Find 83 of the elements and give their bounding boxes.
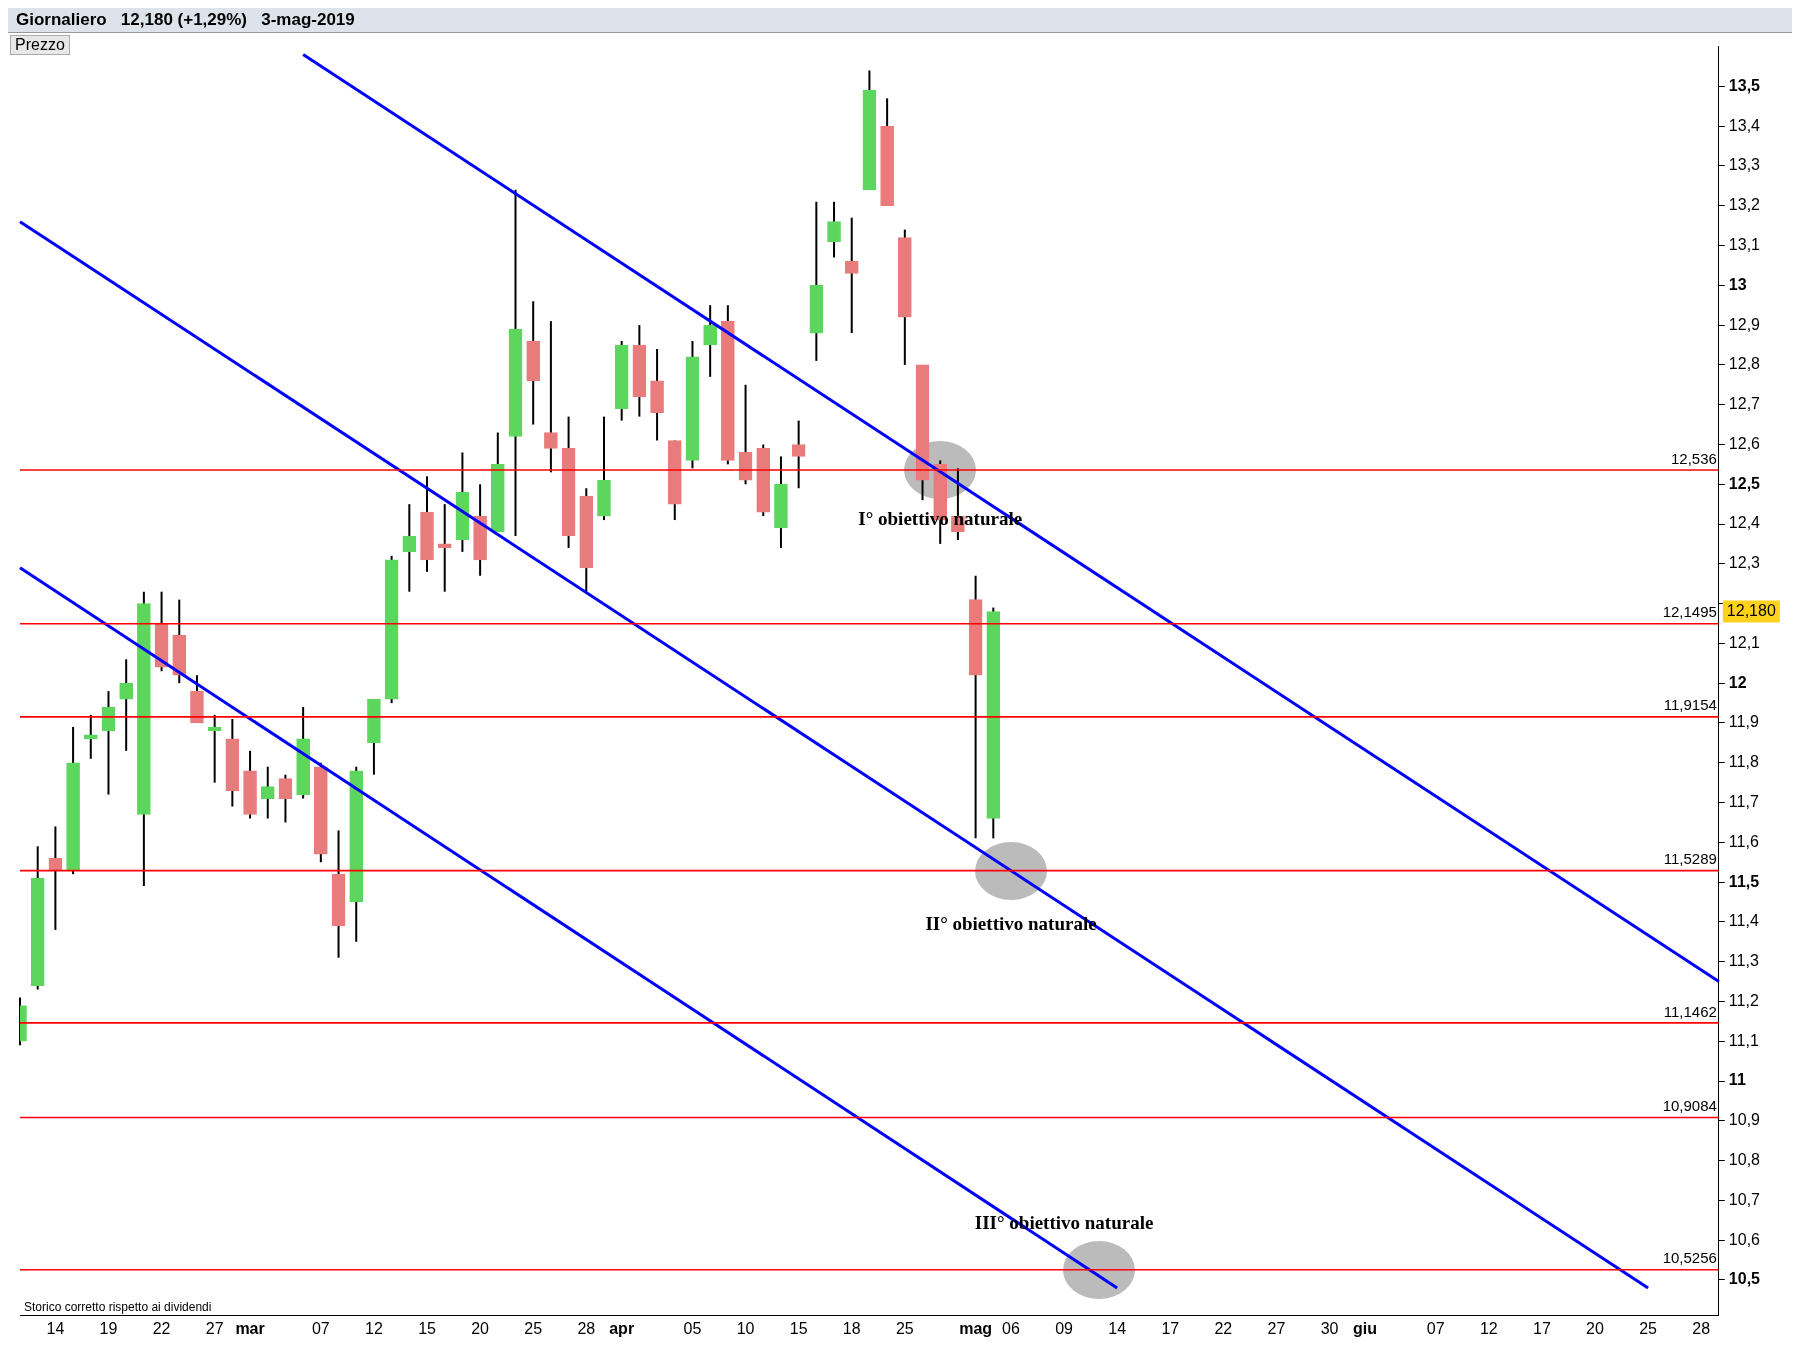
y-tick-label: 11,8 (1728, 753, 1759, 771)
x-tick-label: 27 (1267, 1319, 1286, 1337)
y-tick-label: 13 (1728, 275, 1747, 293)
y-tick-label: 13,3 (1728, 156, 1761, 174)
x-tick-label: 09 (1055, 1319, 1074, 1337)
x-tick-label: 15 (789, 1319, 808, 1337)
y-tick-label: 11,6 (1728, 832, 1759, 850)
ref-line-label: 10,9084 (1662, 1097, 1717, 1115)
x-tick-label: 14 (1108, 1319, 1127, 1337)
x-tick-label: 17 (1533, 1319, 1551, 1337)
x-tick-label: 30 (1320, 1319, 1339, 1337)
x-tick-label: 07 (311, 1319, 330, 1337)
candlestick (703, 304, 717, 378)
y-tick-label: 10,8 (1728, 1151, 1761, 1169)
y-tick-label: 12,3 (1728, 554, 1761, 572)
y-tick-label: 10,7 (1728, 1190, 1761, 1208)
x-tick-label: 20 (471, 1319, 490, 1337)
y-tick-label: 13,1 (1728, 235, 1761, 253)
y-tick-label: 11,5 (1728, 872, 1760, 890)
candlestick (791, 419, 806, 490)
y-tick-label: 11,7 (1728, 792, 1759, 810)
y-tick-label: 13,5 (1728, 76, 1761, 94)
candlestick (278, 773, 293, 824)
ref-line-label: 11,9154 (1663, 696, 1717, 714)
ref-line-label: 12,1495 (1662, 603, 1717, 621)
y-tick-label: 11,9 (1728, 713, 1759, 731)
y-tick-label: 10,5 (1728, 1270, 1761, 1288)
y-tick-label: 12,5 (1728, 474, 1761, 492)
x-tick-label: mar (235, 1319, 265, 1337)
text: 12,180 (1726, 601, 1776, 619)
candlestick (544, 320, 558, 474)
x-tick-label: 17 (1161, 1319, 1180, 1337)
x-tick-label: 15 (418, 1319, 437, 1337)
x-tick-label: 18 (842, 1319, 861, 1337)
y-tick-label: 12,4 (1728, 514, 1761, 532)
x-tick-label: 28 (1692, 1319, 1711, 1337)
x-tick-label: 22 (152, 1319, 171, 1337)
x-tick-label: 05 (683, 1319, 702, 1337)
chart-title: Giornaliero 12,180 (+1,29%) 3-mag-2019 (8, 8, 1792, 33)
x-tick-label: 25 (1639, 1319, 1658, 1337)
y-tick-label: 12,7 (1728, 395, 1761, 413)
y-tick-label: 11,2 (1728, 991, 1759, 1009)
ref-line-label: 12,536 (1670, 449, 1717, 467)
x-tick-label: mag (959, 1319, 993, 1337)
ref-line-label: 11,5289 (1663, 850, 1717, 868)
candlestick (844, 216, 859, 335)
y-tick-label: 12,1 (1728, 633, 1761, 651)
x-tick-label: 22 (1214, 1319, 1233, 1337)
x-tick-label: 20 (1586, 1319, 1604, 1337)
x-tick-label: 25 (524, 1319, 543, 1337)
chart-subtitle: Prezzo (10, 35, 70, 55)
annotation: Storico corretto rispetto ai dividendi (24, 1300, 212, 1315)
x-tick-label: 12 (365, 1319, 383, 1337)
x-tick-label: 07 (1426, 1319, 1445, 1337)
x-tick-label: 28 (577, 1319, 596, 1337)
y-tick-label: 12,6 (1728, 434, 1761, 452)
y-tick-label: 12 (1728, 673, 1747, 691)
candlestick (48, 825, 63, 931)
candlestick (402, 503, 417, 593)
ref-line-label: 10,5256 (1662, 1249, 1717, 1267)
y-tick-label: 11,1 (1728, 1031, 1759, 1049)
candlestick (827, 200, 841, 259)
y-tick-label: 12,8 (1728, 355, 1761, 373)
x-tick-label: 27 (205, 1319, 224, 1337)
x-tick-label: giu (1352, 1319, 1377, 1337)
candlestick (260, 765, 275, 820)
x-tick-label: 12 (1479, 1319, 1498, 1337)
y-tick-label: 11 (1728, 1071, 1746, 1089)
y-tick-label: 11,3 (1728, 952, 1759, 970)
ref-line-label: 11,1462 (1663, 1002, 1717, 1020)
x-tick-label: 06 (1002, 1319, 1020, 1337)
y-tick-label: 13,4 (1728, 116, 1761, 134)
x-tick-label: 10 (736, 1319, 755, 1337)
y-tick-label: 12,9 (1728, 315, 1761, 333)
y-tick-label: 10,9 (1728, 1111, 1761, 1129)
x-tick-label: 14 (46, 1319, 65, 1337)
y-tick-label: 13,2 (1728, 196, 1761, 214)
x-tick-label: 25 (895, 1319, 914, 1337)
x-tick-label: 19 (99, 1319, 118, 1337)
x-tick-label: apr (609, 1319, 635, 1337)
candlestick (119, 658, 134, 752)
y-tick-label: 11,4 (1728, 912, 1759, 930)
y-tick-label: 10,6 (1728, 1230, 1761, 1248)
